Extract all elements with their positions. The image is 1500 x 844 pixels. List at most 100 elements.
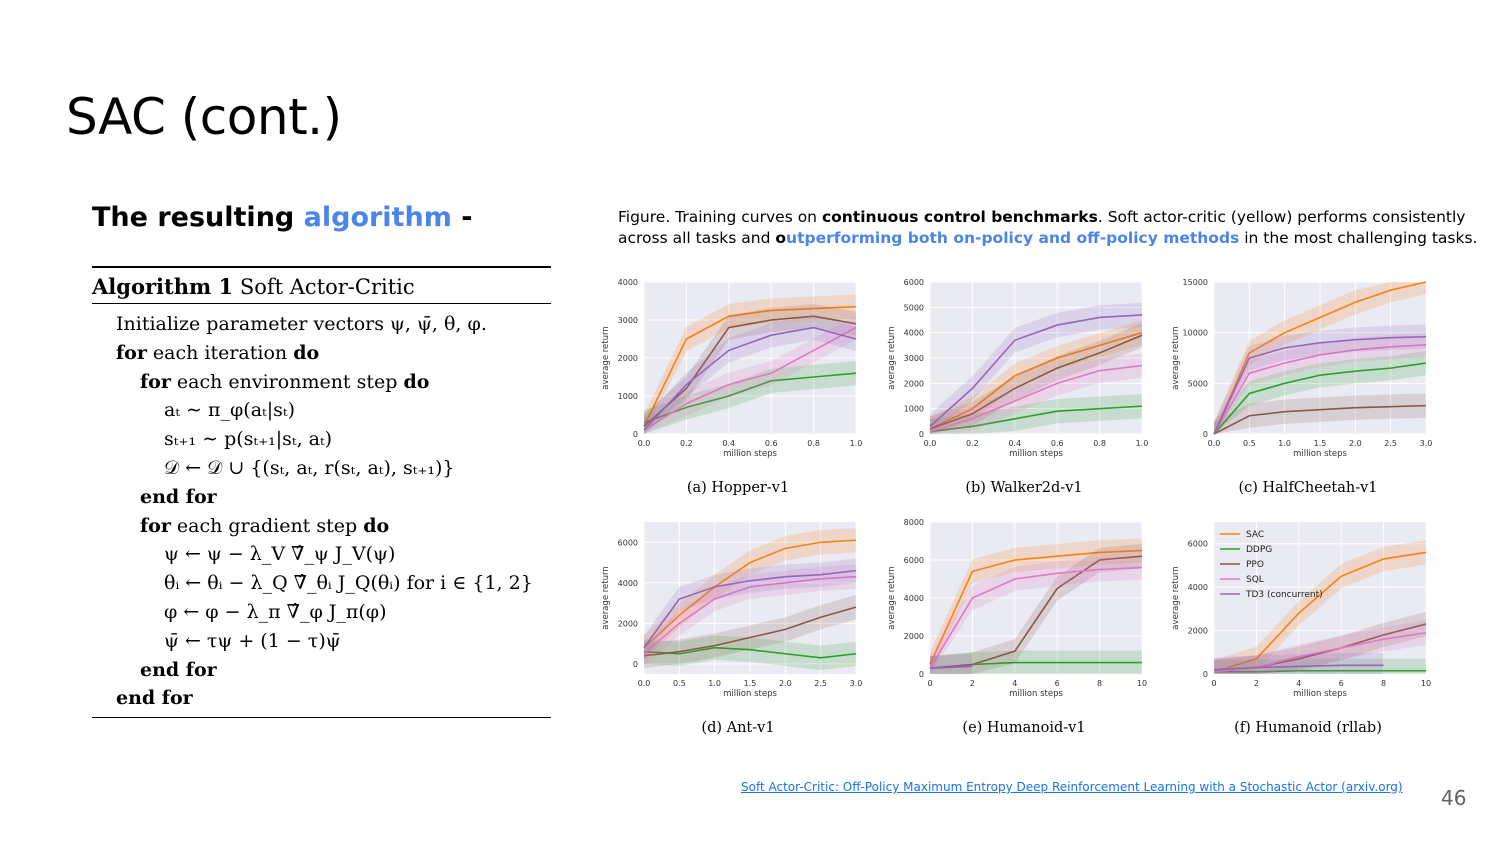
algorithm-text: aₜ ∼ π_φ(aₜ|sₜ) bbox=[164, 399, 295, 422]
algorithm-line: 𝒟 ← 𝒟 ∪ {(sₜ, aₜ, r(sₜ, aₜ), sₜ₊₁)} bbox=[92, 454, 551, 483]
y-tick-label: 8000 bbox=[904, 518, 924, 527]
x-tick-label: 1.0 bbox=[1136, 439, 1149, 448]
top-rule bbox=[92, 266, 551, 268]
series-band bbox=[930, 555, 1142, 674]
series-line bbox=[643, 305, 857, 427]
x-tick-label: 6 bbox=[1055, 679, 1060, 688]
series-band bbox=[1214, 393, 1426, 434]
x-tick-label: 2.5 bbox=[814, 679, 827, 688]
algorithm-line: for each environment step do bbox=[92, 368, 551, 397]
caption-highlight: utperforming both on-policy and off-poli… bbox=[786, 228, 1240, 247]
reference-link[interactable]: Soft Actor-Critic: Off-Policy Maximum En… bbox=[741, 780, 1403, 794]
series-line bbox=[1213, 404, 1427, 435]
y-tick-label: 2000 bbox=[1188, 627, 1208, 636]
x-tick-label: 8 bbox=[1381, 679, 1386, 688]
series-line bbox=[643, 569, 857, 649]
algorithm-text: each environment step bbox=[170, 370, 404, 393]
algorithm-text: each iteration bbox=[146, 341, 294, 364]
algorithm-line: aₜ ∼ π_φ(aₜ|sₜ) bbox=[92, 396, 551, 425]
series-line bbox=[1213, 281, 1427, 435]
series-line bbox=[643, 539, 857, 649]
series-band bbox=[644, 294, 856, 434]
algorithm-line: sₜ₊₁ ∼ p(sₜ₊₁|sₜ, aₜ) bbox=[92, 425, 551, 454]
caption-text-3: in the most challenging tasks. bbox=[1239, 228, 1478, 247]
x-tick-label: 0.4 bbox=[722, 439, 735, 448]
algorithm-text: ψ̄ ← τψ + (1 − τ)ψ̄ bbox=[164, 629, 341, 652]
series-line bbox=[929, 566, 1143, 669]
chart-panel: 0 1000 2000 3000 4000 5000 6000 0.0 0.2 0.4 0.6 0.8… bbox=[884, 268, 1164, 508]
chart-svg: 0 2000 4000 6000 0.0 0.5 1.0 1.5 2.0 2.5 3.0 millio… bbox=[601, 522, 863, 699]
y-tick-label: 3000 bbox=[618, 316, 638, 325]
algorithm-text: Initialize parameter vectors ψ, ψ̄, θ, φ… bbox=[116, 313, 487, 335]
series-line bbox=[929, 549, 1143, 665]
y-tick-label: 4000 bbox=[618, 579, 638, 588]
algorithm-text: ψ ← ψ − λ_V ∇̂_ψ J_V(ψ) bbox=[164, 543, 396, 566]
y-tick-label: 1000 bbox=[618, 392, 638, 401]
algorithm-keyword: end for bbox=[140, 485, 217, 508]
y-tick-label: 1000 bbox=[904, 405, 924, 414]
x-axis-label: million steps bbox=[1009, 689, 1063, 699]
x-tick-label: 0.0 bbox=[1208, 439, 1221, 448]
algorithm-name: Soft Actor-Critic bbox=[239, 275, 415, 299]
x-tick-label: 0.0 bbox=[638, 679, 651, 688]
x-tick-label: 3.0 bbox=[1420, 439, 1433, 448]
y-tick-label: 6000 bbox=[618, 538, 638, 547]
y-tick-label: 4000 bbox=[618, 278, 638, 287]
y-axis-label: average return bbox=[887, 326, 897, 390]
chart-panel: 0 5000 10000 15000 0.0 0.5 1.0 1.5 2.0 2.5 3.0 mill… bbox=[1168, 268, 1448, 508]
series-line bbox=[643, 606, 857, 657]
legend-label: SQL bbox=[1246, 575, 1264, 585]
series-band bbox=[930, 544, 1142, 674]
x-tick-label: 0.8 bbox=[807, 439, 820, 448]
x-tick-label: 0.2 bbox=[680, 439, 693, 448]
x-tick-label: 0 bbox=[927, 679, 932, 688]
series-line bbox=[643, 326, 857, 431]
x-tick-label: 3.0 bbox=[850, 679, 863, 688]
x-tick-label: 2.0 bbox=[1349, 439, 1362, 448]
y-axis-label: average return bbox=[1171, 566, 1181, 630]
y-tick-label: 0 bbox=[919, 430, 924, 439]
section-heading: The resulting algorithm - bbox=[92, 202, 472, 233]
x-tick-label: 0.0 bbox=[924, 439, 937, 448]
x-tick-label: 4 bbox=[1012, 679, 1017, 688]
x-tick-label: 1.5 bbox=[744, 679, 757, 688]
y-tick-label: 6000 bbox=[904, 278, 924, 287]
series-band bbox=[1214, 350, 1426, 434]
y-tick-label: 6000 bbox=[1188, 540, 1208, 549]
subfigure-caption: (b) Walker2d-v1 bbox=[965, 480, 1083, 496]
series-band bbox=[644, 558, 856, 660]
y-axis-label: average return bbox=[601, 326, 611, 390]
caption-bold-1: continuous control benchmarks bbox=[821, 208, 1098, 226]
algorithm-line: end for bbox=[92, 684, 551, 713]
y-tick-label: 2000 bbox=[904, 632, 924, 641]
legend-label: TD3 (concurrent) bbox=[1245, 590, 1323, 600]
bottom-rule bbox=[92, 717, 551, 719]
y-axis-label: average return bbox=[887, 566, 897, 630]
x-tick-label: 1.0 bbox=[1278, 439, 1291, 448]
y-tick-label: 5000 bbox=[1188, 379, 1208, 388]
series-line bbox=[643, 326, 857, 431]
y-tick-label: 4000 bbox=[1188, 583, 1208, 592]
x-tick-label: 8 bbox=[1097, 679, 1102, 688]
x-axis-label: million steps bbox=[1293, 689, 1347, 699]
series-line bbox=[929, 555, 1143, 670]
y-tick-label: 2000 bbox=[904, 379, 924, 388]
mid-rule bbox=[92, 303, 551, 304]
y-tick-label: 6000 bbox=[904, 556, 924, 565]
y-tick-label: 5000 bbox=[904, 303, 924, 312]
x-tick-label: 0.5 bbox=[673, 679, 686, 688]
series-band bbox=[644, 564, 856, 666]
algorithm-text: θᵢ ← θᵢ − λ_Q ∇̂_θᵢ J_Q(θᵢ) for i ∈ {1, … bbox=[164, 572, 533, 595]
series-band bbox=[930, 654, 973, 674]
algorithm-line: Initialize parameter vectors ψ, ψ̄, θ, φ… bbox=[92, 310, 551, 339]
chart-panel: 0 1000 2000 3000 4000 0.0 0.2 0.4 0.6 0.8 1.0 milli… bbox=[598, 268, 878, 508]
y-tick-label: 0 bbox=[1203, 670, 1208, 679]
series-line bbox=[1213, 664, 1384, 671]
chart-svg: 0 5000 10000 15000 0.0 0.5 1.0 1.5 2.0 2.5 3.0 mill… bbox=[1171, 278, 1433, 459]
x-tick-label: 1.0 bbox=[708, 679, 721, 688]
algorithm-text: each gradient step bbox=[170, 514, 364, 537]
series-band bbox=[644, 635, 856, 670]
y-tick-label: 0 bbox=[1203, 430, 1208, 439]
algorithm-line: θᵢ ← θᵢ − λ_Q ∇̂_θᵢ J_Q(θᵢ) for i ∈ {1, … bbox=[92, 569, 551, 598]
algorithm-line: end for bbox=[92, 656, 551, 685]
